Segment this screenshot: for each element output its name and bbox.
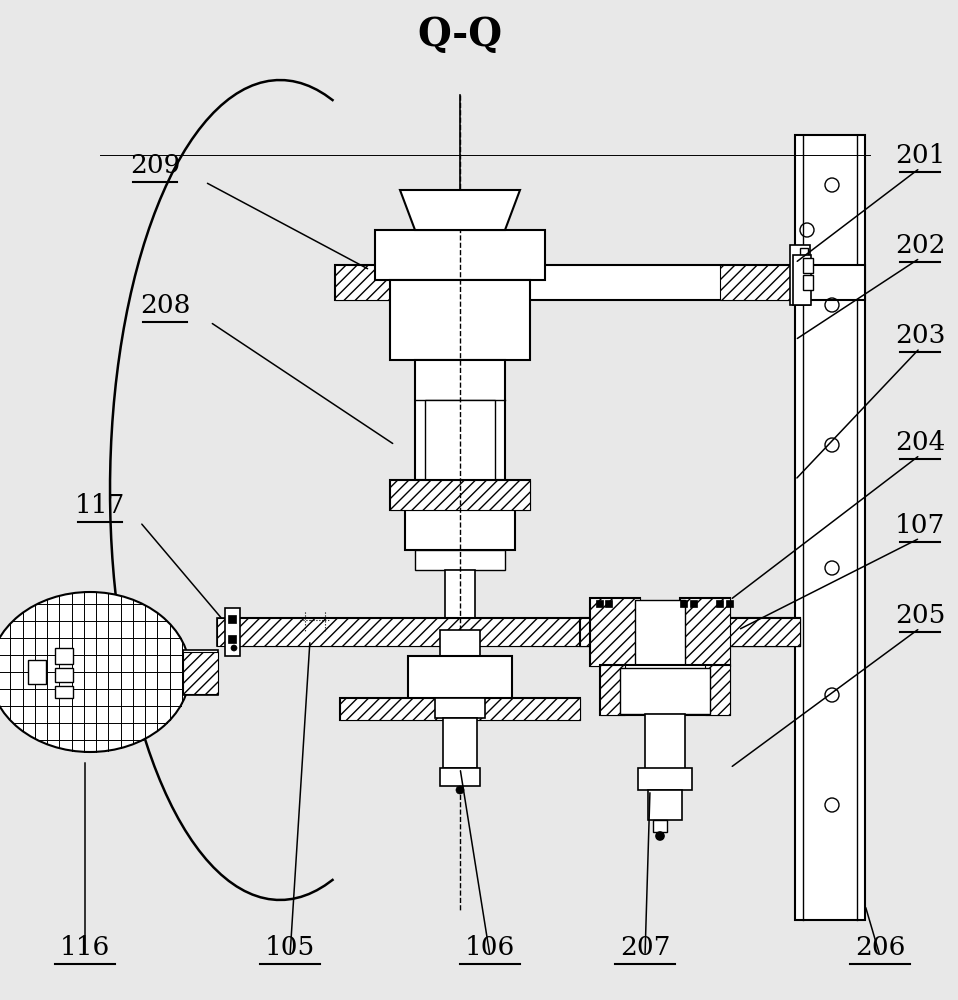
Bar xyxy=(415,550,505,570)
Text: 209: 209 xyxy=(130,153,180,178)
Bar xyxy=(600,665,730,715)
Polygon shape xyxy=(400,190,520,230)
Bar xyxy=(390,480,530,510)
Bar xyxy=(605,600,612,607)
Bar xyxy=(596,600,603,607)
Bar xyxy=(340,698,580,720)
Bar xyxy=(390,280,530,360)
Bar xyxy=(28,660,46,684)
Bar xyxy=(425,658,495,698)
Bar xyxy=(600,665,625,715)
Bar xyxy=(375,230,545,280)
Bar xyxy=(590,598,640,666)
Text: 117: 117 xyxy=(75,493,125,518)
Text: 206: 206 xyxy=(855,935,905,960)
Circle shape xyxy=(456,786,464,794)
Ellipse shape xyxy=(0,592,190,752)
Bar xyxy=(235,618,800,646)
Bar xyxy=(680,598,730,666)
Bar xyxy=(443,718,477,768)
Bar xyxy=(183,650,218,695)
Circle shape xyxy=(658,834,662,838)
Bar xyxy=(680,600,687,607)
Bar xyxy=(408,656,512,700)
Bar xyxy=(790,245,810,305)
Bar xyxy=(425,400,495,480)
Bar xyxy=(648,790,682,820)
Bar xyxy=(55,648,73,664)
Bar xyxy=(225,608,240,656)
Text: 202: 202 xyxy=(895,233,946,258)
Bar xyxy=(55,686,73,698)
Bar xyxy=(705,665,730,715)
Text: 207: 207 xyxy=(620,935,671,960)
Bar xyxy=(726,600,733,607)
Bar xyxy=(793,255,811,305)
Bar xyxy=(635,600,685,665)
Bar xyxy=(440,768,480,786)
Text: Q-Q: Q-Q xyxy=(418,16,503,54)
Bar xyxy=(335,265,415,300)
Bar xyxy=(803,258,813,273)
Text: 205: 205 xyxy=(895,603,946,628)
Circle shape xyxy=(656,832,664,840)
Bar xyxy=(680,598,730,666)
Bar xyxy=(580,618,800,646)
Bar xyxy=(440,630,480,660)
Bar xyxy=(435,698,485,718)
Bar xyxy=(335,265,865,300)
Bar xyxy=(228,635,236,643)
Text: 208: 208 xyxy=(140,293,191,318)
Text: 116: 116 xyxy=(59,935,110,960)
Text: 106: 106 xyxy=(465,935,515,960)
Bar xyxy=(690,600,697,607)
Bar xyxy=(405,510,515,550)
Text: 201: 201 xyxy=(895,143,946,168)
Bar xyxy=(645,714,685,774)
Bar xyxy=(55,668,73,682)
Text: 105: 105 xyxy=(264,935,315,960)
Bar xyxy=(720,265,795,300)
Bar xyxy=(415,360,505,480)
Bar xyxy=(340,698,580,720)
Bar xyxy=(217,618,237,646)
Text: 107: 107 xyxy=(895,513,946,538)
Bar xyxy=(183,652,218,694)
Bar xyxy=(638,768,692,790)
Bar xyxy=(580,618,800,646)
Bar xyxy=(620,668,710,714)
Bar xyxy=(228,615,236,623)
Bar xyxy=(235,618,800,646)
Bar xyxy=(653,820,667,832)
Bar xyxy=(716,600,723,607)
Bar xyxy=(803,275,813,290)
Circle shape xyxy=(231,645,237,651)
Bar xyxy=(800,248,808,266)
Text: 203: 203 xyxy=(895,323,946,348)
Text: 204: 204 xyxy=(895,430,946,455)
Bar xyxy=(590,598,640,666)
Bar xyxy=(217,618,237,646)
Bar xyxy=(795,135,865,920)
Bar xyxy=(445,570,475,630)
Bar xyxy=(390,480,530,510)
